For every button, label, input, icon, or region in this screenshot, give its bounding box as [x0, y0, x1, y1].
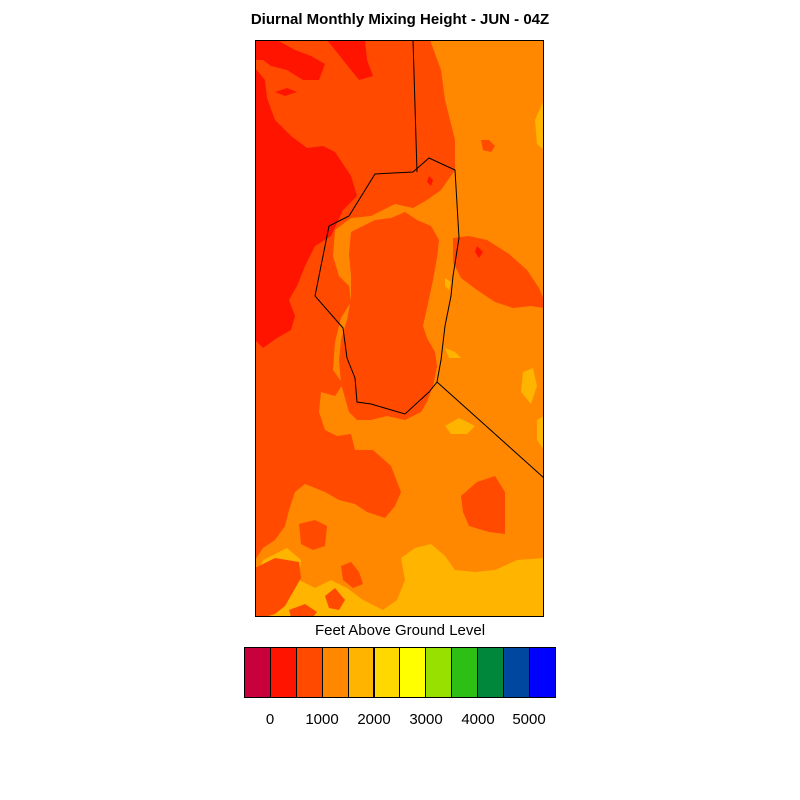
band-below-0-spot-3	[475, 246, 483, 258]
band-0-500-southeast	[461, 476, 505, 534]
boundary-state-line-southeast	[436, 381, 544, 479]
band-below-0-spot-2	[427, 176, 433, 186]
colorbar-swatch-9	[477, 647, 504, 698]
colorbar-title: Feet Above Ground Level	[314, 622, 486, 639]
colorbar	[244, 647, 556, 698]
colorbar-swatch-11	[528, 647, 556, 698]
colorbar-swatch-3	[321, 647, 349, 698]
map-frame	[255, 40, 544, 617]
contour-map	[255, 40, 544, 617]
band-below-0-north-strip	[255, 40, 325, 80]
colorbar-swatch-7	[425, 647, 453, 698]
contour-map-svg	[255, 40, 544, 617]
colorbar-tick-label: 4000	[461, 711, 495, 728]
band-1000-1500-patch-2	[521, 368, 537, 404]
colorbar-swatch-1	[269, 647, 297, 698]
band-0-500-south-5	[289, 604, 317, 617]
colorbar-swatch-4	[347, 647, 375, 698]
boundary-county-polygon	[314, 157, 460, 415]
band-0-500-south-3	[341, 562, 363, 588]
band-below-0-northwest	[255, 40, 373, 348]
colorbar-tick-label: 1000	[305, 711, 339, 728]
colorbar-tick-label: 5000	[512, 711, 546, 728]
band-0-500-south-2	[255, 558, 301, 617]
band-1000-1500-patch-3	[537, 416, 544, 450]
plot-title: Diurnal Monthly Mixing Height - JUN - 04…	[250, 11, 550, 28]
band-1000-1500-patch-6	[445, 278, 451, 290]
band-0-500-south-1	[299, 520, 327, 550]
band-0-500-east-notch	[481, 140, 495, 152]
colorbar-swatch-5	[373, 647, 401, 698]
band-0-500-south-4	[325, 588, 345, 610]
colorbar-swatch-2	[295, 647, 323, 698]
colorbar-swatch-0	[244, 647, 271, 698]
band-0-500-central	[339, 212, 439, 420]
colorbar-tick-label: 3000	[409, 711, 443, 728]
band-1000-1500-patch-1	[445, 418, 475, 434]
colorbar-swatch-8	[451, 647, 479, 698]
colorbar-tick-label: 2000	[357, 711, 391, 728]
band-below-0-spot-1	[275, 88, 297, 96]
band-1000-1500-patch-5	[445, 348, 461, 358]
band-0-500-east	[453, 236, 544, 308]
colorbar-swatch-10	[503, 647, 530, 698]
colorbar-tick-label: 0	[265, 711, 275, 728]
band-1000-1500-patch-4	[535, 100, 544, 150]
boundary-state-line-north	[412, 40, 418, 173]
colorbar-swatch-6	[399, 647, 427, 698]
